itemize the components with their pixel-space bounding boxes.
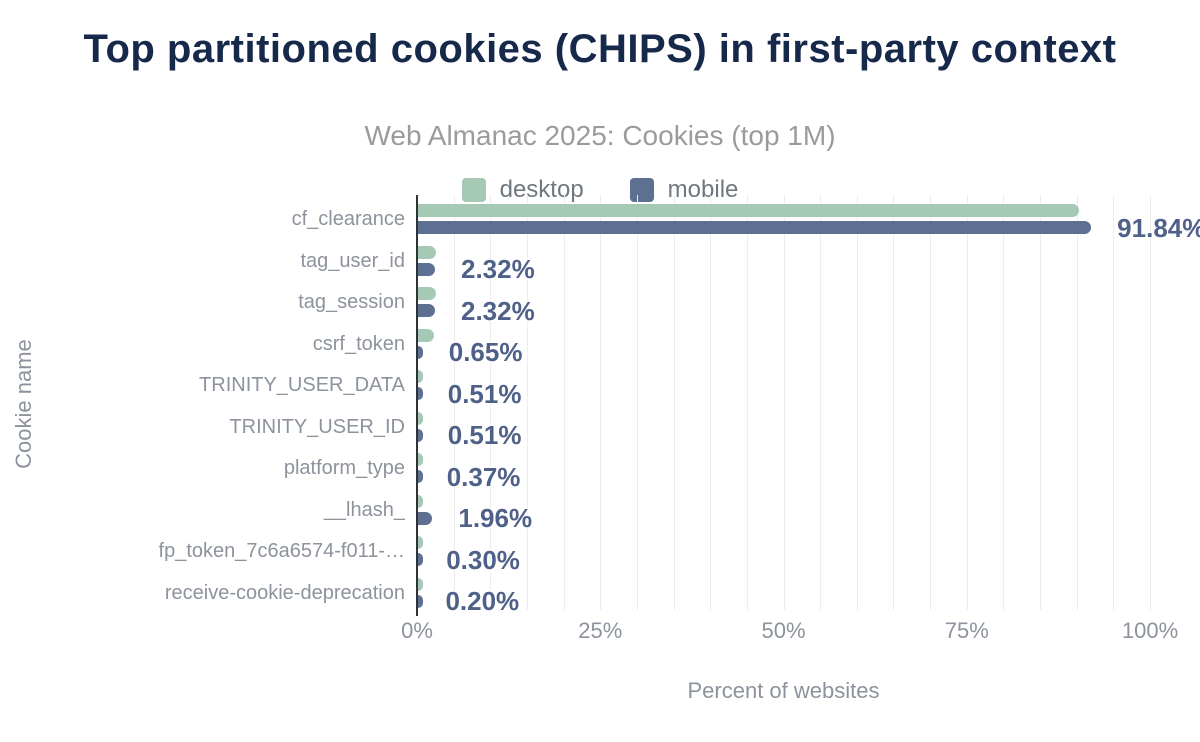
desktop-bar[interactable] xyxy=(418,245,436,259)
category-label: tag_session xyxy=(298,291,405,313)
minor-gridline xyxy=(526,195,528,610)
legend-label-desktop: desktop xyxy=(499,176,584,203)
value-label: 2.32% xyxy=(461,295,535,326)
minor-gridline xyxy=(1113,195,1115,610)
mobile-bar[interactable] xyxy=(418,262,435,276)
y-axis-title: Cookie name xyxy=(11,339,36,469)
minor-gridline xyxy=(453,195,455,610)
desktop-bar[interactable] xyxy=(418,370,423,383)
minor-gridline xyxy=(600,195,602,610)
x-tick-label: 50% xyxy=(761,618,806,643)
x-tick-label: 0% xyxy=(401,618,433,643)
chart-subtitle: Web Almanac 2025: Cookies (top 1M) xyxy=(364,120,836,151)
mobile-bar[interactable] xyxy=(418,387,423,400)
value-label: 0.51% xyxy=(447,420,522,450)
minor-gridline xyxy=(893,195,895,610)
desktop-bar[interactable] xyxy=(418,328,435,342)
value-label: 0.30% xyxy=(446,544,520,575)
desktop-bar[interactable] xyxy=(418,287,436,300)
category-label: __lhash_ xyxy=(323,498,405,521)
legend: desktop mobile xyxy=(0,176,1200,204)
minor-gridline xyxy=(636,195,638,610)
value-label: 0.65% xyxy=(448,337,523,367)
x-tick-label: 25% xyxy=(578,618,623,643)
category-label: tag_user_id xyxy=(300,249,405,272)
minor-gridline xyxy=(930,195,932,610)
minor-gridline xyxy=(563,195,565,610)
value-label: 0.37% xyxy=(446,461,521,492)
chart-title: Top partitioned cookies (CHIPS) in first… xyxy=(83,27,1117,71)
mobile-swatch-icon xyxy=(629,178,654,202)
mobile-bar[interactable] xyxy=(418,470,423,483)
mobile-bar[interactable] xyxy=(418,345,423,359)
minor-gridline xyxy=(966,195,968,610)
mobile-bar[interactable] xyxy=(418,221,1092,234)
x-tick-label: 75% xyxy=(944,618,989,643)
minor-gridline xyxy=(710,195,712,610)
value-label: 91.84% xyxy=(1117,212,1200,243)
minor-gridline xyxy=(673,195,675,610)
minor-gridline xyxy=(820,195,822,610)
minor-gridline xyxy=(1076,195,1078,610)
minor-gridline xyxy=(1003,195,1005,610)
category-label: TRINITY_USER_DATA xyxy=(199,374,405,396)
value-label: 0.20% xyxy=(445,586,520,616)
minor-gridline xyxy=(1150,195,1151,610)
desktop-swatch-icon xyxy=(461,178,486,202)
mobile-bar[interactable] xyxy=(418,304,435,317)
desktop-bar[interactable] xyxy=(418,536,423,549)
category-label: csrf_token xyxy=(312,332,405,355)
desktop-bar[interactable] xyxy=(418,411,423,425)
mobile-bar[interactable] xyxy=(418,428,423,442)
mobile-bar[interactable] xyxy=(418,594,423,608)
category-label: platform_type xyxy=(283,457,405,479)
x-axis-title: Percent of websites xyxy=(687,678,880,703)
category-label: receive-cookie-deprecation xyxy=(164,581,405,604)
desktop-bar[interactable] xyxy=(418,204,1080,217)
y-axis-line xyxy=(416,195,418,616)
category-label: TRINITY_USER_ID xyxy=(229,415,405,438)
mobile-bar[interactable] xyxy=(418,553,423,566)
desktop-bar[interactable] xyxy=(418,494,423,508)
value-label: 0.51% xyxy=(447,378,522,409)
value-label: 1.96% xyxy=(458,503,533,533)
legend-item-desktop[interactable]: desktop xyxy=(461,176,584,204)
x-tick-label: 100% xyxy=(1121,618,1179,643)
mobile-bar[interactable] xyxy=(418,511,433,525)
minor-gridline xyxy=(490,195,492,610)
desktop-bar[interactable] xyxy=(418,453,423,466)
minor-gridline xyxy=(746,195,748,610)
legend-item-mobile[interactable]: mobile xyxy=(629,176,739,204)
plot-area xyxy=(417,195,1151,610)
minor-gridline xyxy=(1040,195,1042,610)
minor-gridline xyxy=(783,195,785,610)
category-label: fp_token_7c6a6574-f011-… xyxy=(158,540,405,562)
legend-label-mobile: mobile xyxy=(667,176,739,203)
minor-gridline xyxy=(856,195,858,610)
value-label: 2.32% xyxy=(461,254,535,284)
category-label: cf_clearance xyxy=(291,208,405,230)
desktop-bar[interactable] xyxy=(418,577,423,591)
